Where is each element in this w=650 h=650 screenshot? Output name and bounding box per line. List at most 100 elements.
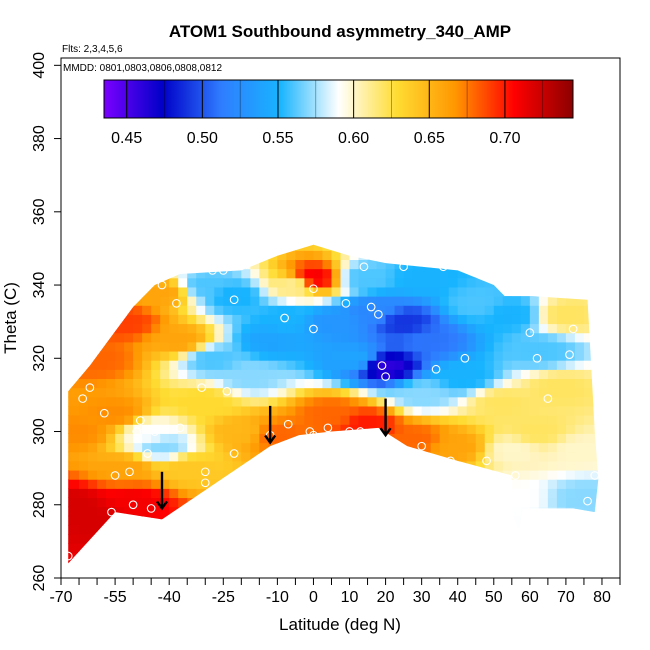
heatmap-cell	[547, 561, 558, 564]
heatmap-cell	[457, 460, 468, 471]
heatmap-cell	[394, 524, 405, 535]
heatmap-cell	[430, 433, 441, 444]
heatmap-cell	[88, 350, 98, 361]
heatmap-cell	[385, 415, 396, 425]
heatmap-cell	[475, 341, 486, 352]
heatmap-cell	[493, 369, 504, 380]
heatmap-cell	[124, 378, 134, 389]
heatmap-cell	[223, 277, 233, 288]
heatmap-cell	[169, 332, 179, 343]
heatmap-cell	[376, 469, 387, 480]
heatmap-cell	[520, 286, 531, 297]
heatmap-cell	[268, 259, 278, 270]
heatmap-cell	[68, 332, 71, 343]
heatmap-cell	[277, 415, 288, 425]
heatmap-cell	[322, 405, 333, 416]
heatmap-cell	[547, 360, 558, 370]
heatmap-cell	[214, 244, 224, 251]
heatmap-cell	[484, 506, 495, 517]
heatmap-cell	[115, 350, 125, 361]
heatmap-cell	[403, 415, 414, 425]
heatmap-cell	[484, 479, 495, 489]
heatmap-cell	[259, 415, 269, 425]
heatmap-cell	[493, 360, 504, 370]
heatmap-cell	[97, 543, 107, 553]
heatmap-cell	[403, 460, 414, 471]
heatmap-cell	[475, 469, 486, 480]
heatmap-cell	[475, 360, 486, 370]
heatmap-cell	[376, 552, 387, 563]
heatmap-cell	[430, 415, 441, 425]
heatmap-cell	[322, 369, 333, 380]
heatmap-cell	[403, 524, 414, 535]
heatmap-cell	[538, 296, 549, 306]
heatmap-cell	[475, 259, 486, 270]
heatmap-cell	[295, 314, 306, 325]
sample-point	[85, 383, 95, 392]
heatmap-cell	[439, 469, 450, 480]
heatmap-cell	[421, 341, 432, 352]
heatmap-cell	[68, 451, 71, 462]
heatmap-cell	[286, 378, 297, 389]
heatmap-cell	[520, 515, 531, 526]
heatmap-cell	[196, 534, 206, 544]
heatmap-cell	[529, 369, 540, 380]
heatmap-cell	[385, 350, 396, 361]
heatmap-cell	[466, 506, 477, 517]
heatmap-cell	[187, 460, 197, 471]
heatmap-cell	[151, 350, 161, 361]
heatmap-cell	[394, 460, 405, 471]
heatmap-cell	[565, 305, 576, 315]
heatmap-cell	[556, 341, 567, 352]
heatmap-cell	[151, 442, 161, 453]
heatmap-cell	[367, 250, 378, 261]
heatmap-cell	[457, 332, 468, 343]
heatmap-cell	[421, 543, 432, 553]
heatmap-cell	[502, 305, 513, 315]
heatmap-cell	[277, 524, 288, 535]
heatmap-cell	[142, 497, 152, 508]
sample-point	[63, 551, 73, 561]
heatmap-cell	[106, 286, 116, 297]
heatmap-cell	[133, 268, 143, 279]
heatmap-cell	[331, 451, 342, 462]
heatmap-cell	[511, 442, 522, 453]
heatmap-cell	[97, 433, 107, 444]
heatmap-cell	[475, 277, 486, 288]
heatmap-cell	[133, 488, 143, 499]
sample-points	[63, 262, 600, 561]
heatmap-cell	[106, 543, 116, 553]
heatmap-cell	[97, 552, 107, 563]
heatmap-cell	[97, 561, 107, 564]
heatmap-cell	[68, 296, 71, 306]
heatmap-cell	[331, 469, 342, 480]
heatmap-cell	[322, 350, 333, 361]
heatmap-cell	[88, 277, 98, 288]
heatmap-cell	[268, 244, 278, 251]
heatmap-cell	[115, 552, 125, 563]
heatmap-cell	[88, 360, 98, 370]
heatmap-cell	[169, 561, 179, 564]
heatmap-cell	[214, 497, 224, 508]
heatmap-cell	[556, 497, 567, 508]
heatmap-cell	[322, 506, 333, 517]
heatmap-cell	[250, 405, 260, 416]
heatmap-cell	[205, 442, 215, 453]
heatmap-cell	[367, 332, 378, 343]
heatmap-cell	[79, 332, 89, 343]
heatmap-cell	[358, 405, 369, 416]
heatmap-cell	[412, 332, 423, 343]
heatmap-cell	[520, 552, 531, 563]
heatmap-cell	[547, 332, 558, 343]
heatmap-cell	[88, 387, 98, 398]
heatmap-cell	[403, 534, 414, 544]
heatmap-cell	[430, 488, 441, 499]
heatmap-cell	[187, 259, 197, 270]
heatmap-cell	[466, 268, 477, 279]
heatmap-cell	[313, 250, 324, 261]
heatmap-cell	[160, 296, 170, 306]
heatmap-cell	[250, 350, 260, 361]
heatmap-cell	[367, 296, 378, 306]
heatmap-cell	[68, 506, 71, 517]
heatmap-cell	[88, 552, 98, 563]
